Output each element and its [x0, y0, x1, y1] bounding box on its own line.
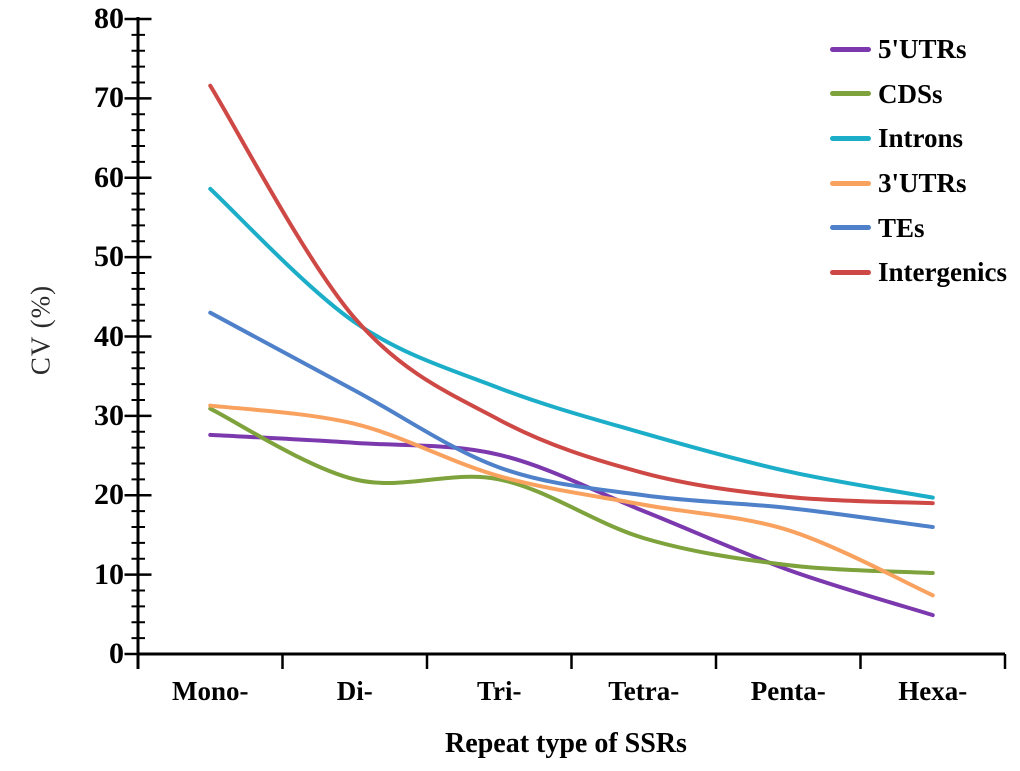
y-tick-label: 40 [94, 319, 124, 353]
y-axis-title: CV (%) [25, 284, 56, 376]
legend: 5'UTRs CDSs Introns 3'UTRs TEs Intergeni… [830, 27, 1007, 295]
legend-label: CDSs [878, 78, 943, 109]
legend-label: 5'UTRs [878, 34, 967, 65]
legend-label: Intergenics [878, 257, 1007, 288]
legend-item-5utrs: 5'UTRs [830, 27, 1007, 72]
series-line-cdss [208, 406, 935, 576]
legend-label: TEs [878, 212, 925, 243]
legend-line-swatch [830, 180, 871, 186]
series-line-3utrs [208, 403, 935, 598]
y-tick-label: 10 [94, 557, 124, 591]
x-axis-title: Repeat type of SSRs [445, 728, 687, 759]
x-tick-label: Hexa- [898, 676, 968, 706]
legend-item-tes: TEs [830, 205, 1007, 250]
series-line-5utrs [208, 432, 935, 618]
x-tick-label: Mono- [172, 676, 249, 706]
legend-item-cdss: CDSs [830, 72, 1007, 117]
y-tick-label: 70 [94, 81, 124, 115]
series-line-introns [208, 186, 935, 500]
y-tick-label: 80 [94, 2, 124, 35]
series-line-tes [208, 310, 935, 529]
x-tick-label: Tetra- [608, 676, 680, 706]
legend-line-swatch [830, 135, 871, 141]
legend-line-swatch [830, 46, 871, 52]
series-line-intergenics [208, 83, 935, 506]
legend-item-3utrs: 3'UTRs [830, 161, 1007, 206]
x-tick-label: Tri- [477, 676, 522, 706]
legend-label: Introns [878, 123, 964, 154]
y-tick-label: 20 [94, 478, 124, 512]
legend-line-swatch [830, 269, 871, 275]
y-tick-label: 50 [94, 240, 124, 274]
x-tick-label: Penta- [750, 676, 826, 706]
y-tick-label: 60 [94, 160, 124, 194]
legend-line-swatch [830, 91, 871, 97]
legend-label: 3'UTRs [878, 168, 967, 199]
legend-item-intergenics: Intergenics [830, 250, 1007, 295]
x-tick-label: Di- [336, 676, 373, 706]
y-tick-label: 0 [109, 637, 124, 670]
y-tick-label: 30 [94, 398, 124, 432]
legend-item-introns: Introns [830, 116, 1007, 161]
legend-line-swatch [830, 225, 871, 231]
